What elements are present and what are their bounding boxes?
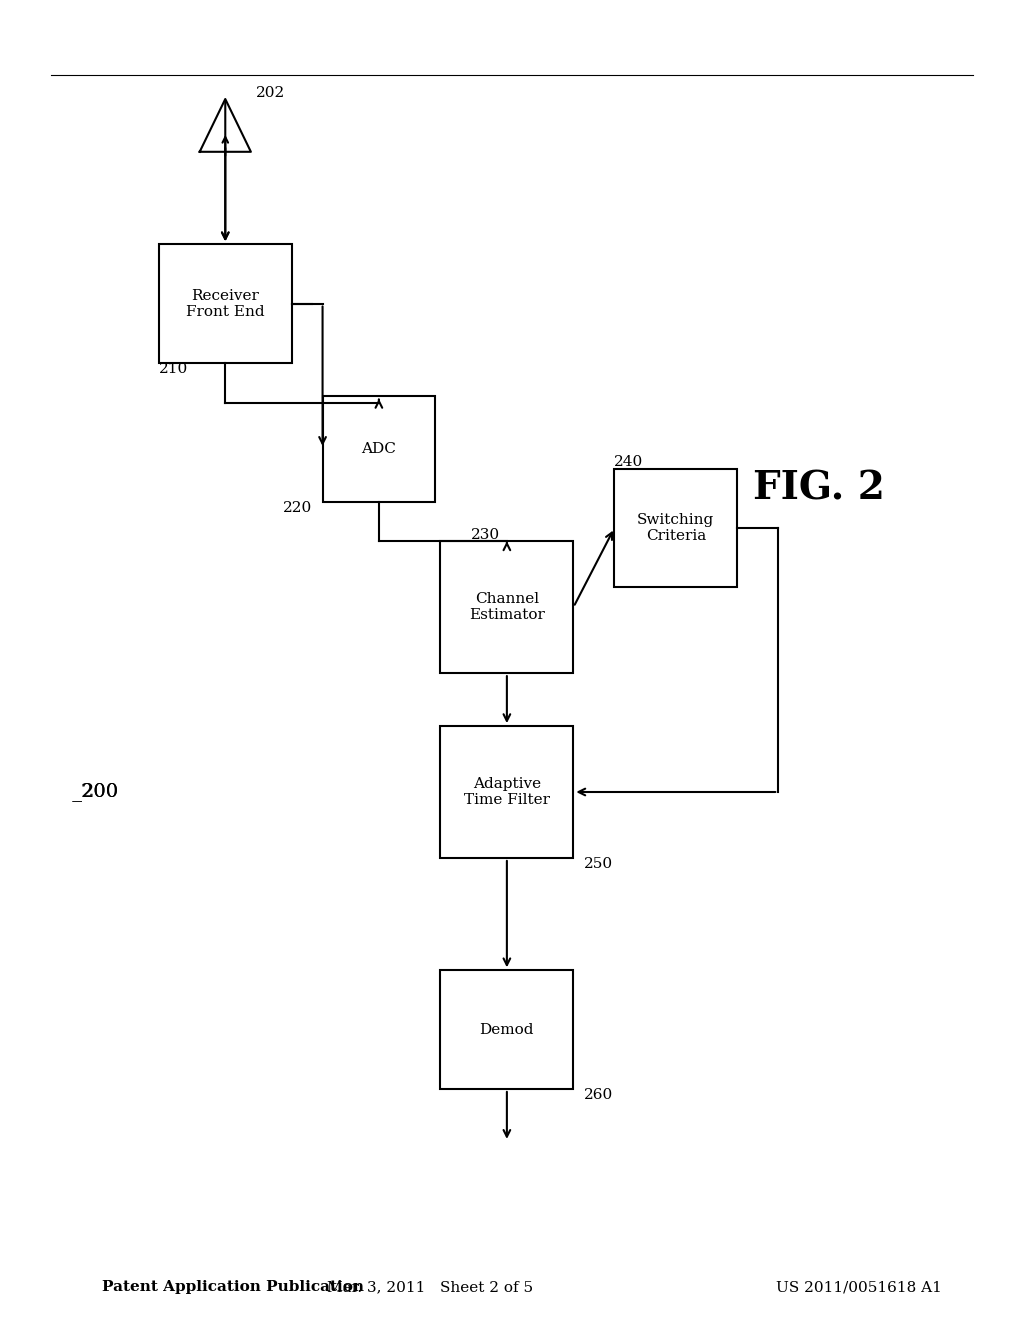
Text: Switching
Criteria: Switching Criteria	[637, 513, 715, 543]
Text: Patent Application Publication: Patent Application Publication	[102, 1280, 365, 1295]
Text: Mar. 3, 2011   Sheet 2 of 5: Mar. 3, 2011 Sheet 2 of 5	[327, 1280, 534, 1295]
FancyBboxPatch shape	[614, 469, 737, 587]
Text: ̲200: ̲200	[82, 783, 119, 801]
Text: 240: 240	[614, 455, 644, 470]
Text: 250: 250	[584, 857, 612, 871]
Text: 260: 260	[584, 1088, 613, 1102]
FancyBboxPatch shape	[323, 396, 435, 502]
Text: 210: 210	[159, 362, 188, 376]
Text: Channel
Estimator: Channel Estimator	[469, 593, 545, 622]
Text: FIG. 2: FIG. 2	[754, 470, 885, 507]
Text: US 2011/0051618 A1: US 2011/0051618 A1	[776, 1280, 942, 1295]
Text: Receiver
Front End: Receiver Front End	[186, 289, 264, 318]
FancyBboxPatch shape	[440, 541, 573, 673]
Text: 230: 230	[471, 528, 500, 543]
Text: ADC: ADC	[361, 442, 396, 455]
Text: 220: 220	[283, 500, 312, 515]
FancyBboxPatch shape	[440, 970, 573, 1089]
Text: 202: 202	[256, 86, 286, 100]
FancyBboxPatch shape	[440, 726, 573, 858]
Text: Adaptive
Time Filter: Adaptive Time Filter	[464, 777, 550, 807]
Text: 200: 200	[82, 783, 119, 801]
FancyBboxPatch shape	[159, 244, 292, 363]
Text: Demod: Demod	[479, 1023, 535, 1036]
Polygon shape	[200, 99, 251, 152]
